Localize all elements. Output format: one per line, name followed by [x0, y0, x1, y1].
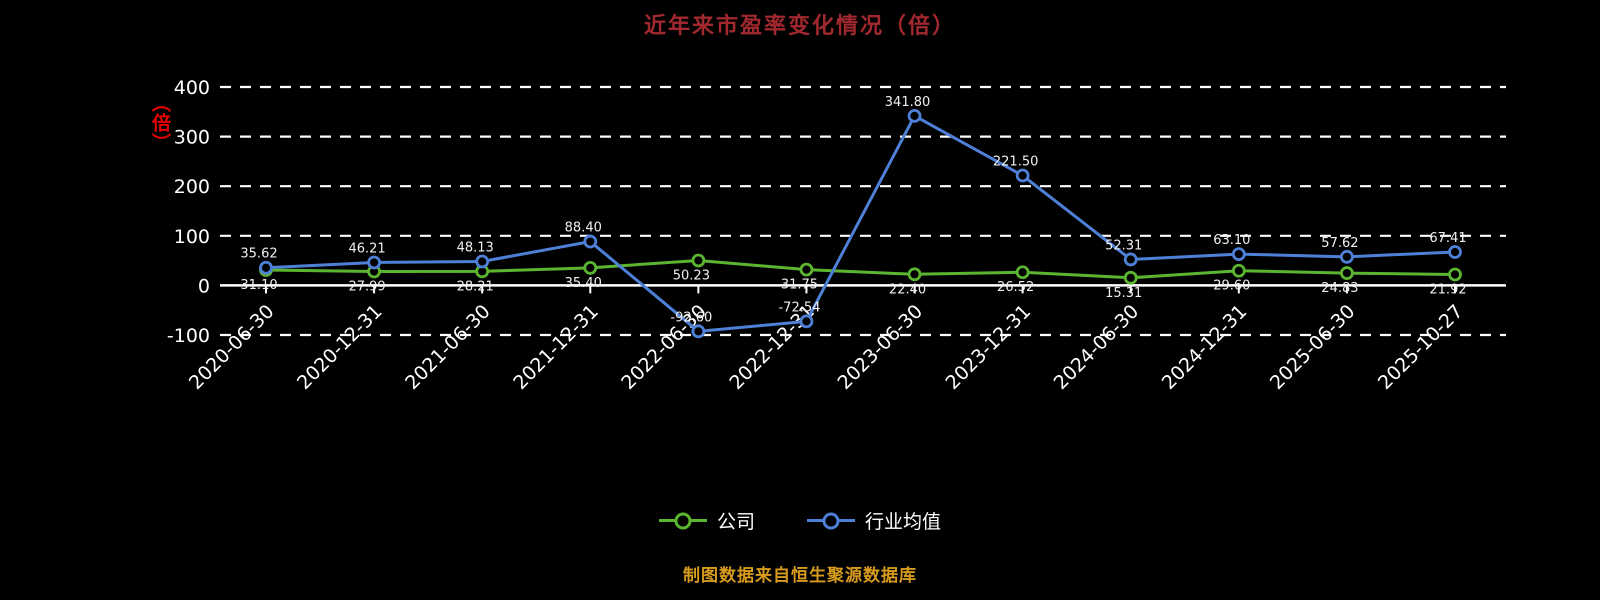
- data-point: [475, 254, 490, 269]
- x-tick-label: 2020-12-31: [293, 300, 387, 394]
- data-point: [1340, 249, 1354, 264]
- data-label: 31.10: [240, 278, 277, 293]
- y-tick-label: 100: [174, 226, 210, 248]
- data-label: 24.83: [1321, 281, 1358, 296]
- data-point: [259, 260, 273, 275]
- data-point: [1340, 266, 1354, 280]
- data-label: 48.13: [457, 241, 494, 256]
- data-label: 46.21: [348, 241, 385, 256]
- data-point: [1448, 267, 1462, 282]
- data-label: 221.50: [993, 155, 1039, 170]
- legend: 公司 行业均值: [0, 507, 1600, 534]
- data-label: 50.23: [673, 268, 710, 283]
- data-point: [1448, 245, 1462, 259]
- legend-item-industry[interactable]: 行业均值: [807, 507, 941, 534]
- x-tick-label: 2020-06-30: [185, 300, 279, 394]
- data-label: 22.40: [889, 282, 926, 297]
- data-point: [1231, 247, 1246, 262]
- y-tick-label: 400: [174, 77, 210, 99]
- data-label: 28.21: [457, 279, 494, 294]
- x-tick-label: 2024-06-30: [1050, 300, 1144, 394]
- data-point: [907, 108, 922, 123]
- data-point: [1123, 270, 1138, 285]
- x-tick-label: 2025-10-27: [1374, 300, 1468, 394]
- legend-item-company[interactable]: 公司: [658, 507, 755, 534]
- data-label: 15.31: [1105, 286, 1142, 301]
- data-point: [1231, 263, 1246, 278]
- data-label: 21.92: [1429, 283, 1466, 298]
- legend-marker-company: [658, 511, 707, 531]
- y-tick-label: 200: [174, 176, 210, 198]
- x-tick-label: 2023-12-31: [942, 300, 1036, 394]
- data-point: [367, 255, 381, 270]
- legend-label-company: 公司: [716, 511, 755, 533]
- data-point: [583, 234, 598, 249]
- data-point: [1015, 168, 1030, 183]
- data-point: [583, 260, 598, 275]
- x-tick-label: 2023-06-30: [833, 300, 927, 394]
- y-axis-unit-label: （倍）: [149, 93, 171, 153]
- data-label: 27.99: [348, 280, 385, 295]
- x-tick-label: 2025-06-30: [1266, 300, 1360, 394]
- data-source-note: 制图数据来自恒生聚源数据库: [683, 566, 917, 586]
- data-point: [799, 262, 814, 277]
- legend-dot-company: [674, 512, 692, 529]
- x-tick-label: 2021-12-31: [509, 300, 603, 394]
- data-point: [691, 253, 706, 268]
- data-label: 67.41: [1429, 231, 1466, 246]
- x-tick-label: 2024-12-31: [1158, 300, 1252, 394]
- y-tick-label: 300: [174, 127, 210, 149]
- y-tick-label: -100: [167, 325, 210, 347]
- data-label: 341.80: [885, 95, 931, 110]
- data-label: 57.62: [1321, 236, 1358, 251]
- series-line-1: [265, 114, 1456, 333]
- data-label: 52.31: [1105, 238, 1142, 253]
- data-label: 31.75: [781, 278, 818, 293]
- data-label: 35.62: [240, 247, 277, 262]
- data-label: -72.54: [778, 300, 820, 315]
- legend-label-industry: 行业均值: [865, 511, 942, 533]
- data-point: [1015, 265, 1030, 280]
- chart-title: 近年来市盈率变化情况（倍）: [643, 14, 956, 39]
- data-label: 63.10: [1213, 233, 1250, 248]
- x-tick-label: 2021-06-30: [401, 300, 495, 394]
- data-label: 88.40: [565, 221, 602, 236]
- series-line-0: [265, 258, 1456, 280]
- data-label: 26.52: [997, 280, 1034, 295]
- data-point: [1123, 252, 1138, 267]
- data-label: -92.60: [670, 310, 712, 325]
- legend-marker-industry: [807, 511, 855, 531]
- y-tick-label: 0: [198, 275, 210, 297]
- data-point: [799, 314, 814, 329]
- data-point: [691, 324, 706, 339]
- legend-dot-industry: [822, 512, 840, 529]
- data-point: [907, 267, 922, 282]
- data-label: 35.40: [565, 276, 602, 291]
- data-label: 29.60: [1213, 279, 1250, 294]
